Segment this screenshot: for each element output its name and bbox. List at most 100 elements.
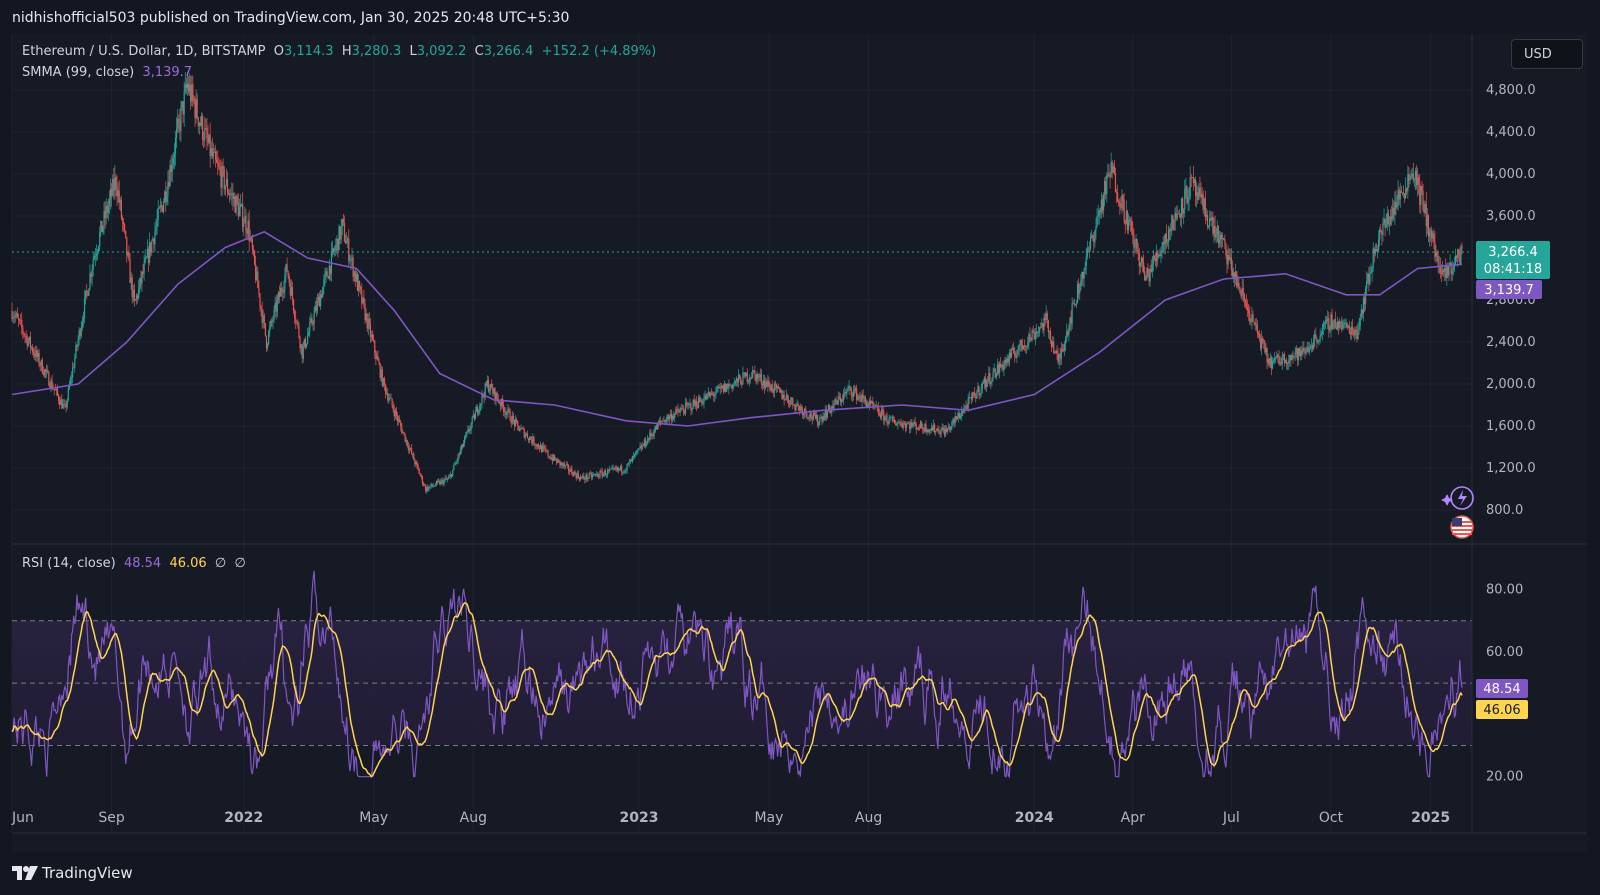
candle-body <box>535 445 537 447</box>
candle-body <box>1423 209 1425 213</box>
symbol-title: Ethereum / U.S. Dollar, 1D, BITSTAMP <box>22 44 266 59</box>
candle-body <box>179 120 181 132</box>
candle-body <box>560 462 562 466</box>
time-tick-label: 2022 <box>224 810 263 826</box>
candle-body <box>235 196 237 213</box>
candle-body <box>414 460 416 465</box>
candle-body <box>739 374 741 379</box>
candle-body <box>242 203 244 227</box>
candle-body <box>181 101 183 108</box>
candle-body <box>674 413 676 418</box>
candle-body <box>1407 174 1409 192</box>
footer-brand[interactable]: TradingView <box>12 864 133 882</box>
candle-body <box>1137 250 1139 253</box>
candle-body <box>1227 255 1229 265</box>
candle-body <box>1265 347 1267 353</box>
candle-body <box>221 165 223 188</box>
candle-body <box>1420 185 1422 206</box>
candle-body <box>949 426 951 431</box>
candle-body <box>300 344 302 348</box>
candle-body <box>101 221 103 233</box>
candle-body <box>99 232 101 247</box>
candle-body <box>1057 353 1059 363</box>
candle-body <box>158 207 160 209</box>
candle-body <box>1400 190 1402 193</box>
candle-body <box>826 411 829 418</box>
candle-body <box>266 343 269 349</box>
candle-body <box>180 107 182 132</box>
candle-body <box>117 190 119 197</box>
candle-body <box>198 122 200 127</box>
candle-body <box>1457 249 1459 258</box>
candle-body <box>50 380 52 388</box>
candle-body <box>72 367 74 378</box>
candle-body <box>456 460 458 462</box>
rsi-legend[interactable]: RSI (14, close) 48.54 46.06 ∅ ∅ <box>22 556 246 571</box>
candle-body <box>1017 350 1019 354</box>
us-flag-icon[interactable] <box>1450 515 1474 539</box>
candle-body <box>1030 338 1032 341</box>
candle-body <box>715 392 717 395</box>
candle-body <box>1141 257 1144 263</box>
candle-body <box>490 383 492 391</box>
candle-body <box>302 346 304 359</box>
candle-body <box>1144 271 1146 281</box>
candle-body <box>1251 314 1253 322</box>
candle-body <box>590 473 592 478</box>
candle-body <box>742 372 744 385</box>
candle-body <box>1124 220 1126 224</box>
candle-body <box>988 372 990 381</box>
candle-body <box>592 474 595 476</box>
candle-body <box>1296 348 1298 361</box>
candle-body <box>397 419 400 421</box>
candle-body <box>980 388 982 394</box>
candle-body <box>22 327 24 333</box>
ai-assistant-icon[interactable] <box>1441 486 1474 510</box>
candle-body <box>273 309 275 321</box>
candle-body <box>366 313 368 329</box>
candle-body <box>379 364 381 378</box>
rsi-badge-value: 48.54 <box>1483 682 1520 697</box>
candle-body <box>1401 192 1404 194</box>
currency-button[interactable]: USD <box>1511 39 1583 69</box>
candle-body <box>684 402 687 414</box>
candle-body <box>134 299 137 301</box>
candle-body <box>314 305 316 313</box>
candle-body <box>547 450 549 457</box>
candle-body <box>914 421 916 425</box>
candle-body <box>1195 179 1197 196</box>
candle-body <box>712 393 714 395</box>
smma-value: 3,139.7 <box>142 65 193 80</box>
candle-body <box>1363 297 1366 305</box>
candle-body <box>466 431 468 436</box>
candle-body <box>605 474 608 476</box>
candle-body <box>260 306 262 310</box>
candle-body <box>118 190 120 203</box>
candle-body <box>961 410 963 417</box>
candle-body <box>1166 242 1169 243</box>
candle-body <box>642 445 644 446</box>
candle-body <box>1106 175 1108 194</box>
candle-body <box>294 310 296 319</box>
candle-body <box>682 408 684 412</box>
candle-body <box>766 381 768 387</box>
candle-body <box>285 264 287 276</box>
candle-body <box>477 407 479 414</box>
candle-body <box>966 406 968 409</box>
last-price-badge: 3,266.4 08:41:18 <box>1476 241 1550 279</box>
candle-body <box>1059 354 1061 359</box>
candle-body <box>54 389 56 391</box>
candle-body <box>1357 329 1359 340</box>
candle-body <box>1135 239 1137 247</box>
smma-legend[interactable]: SMMA (99, close) 3,139.7 <box>22 65 192 80</box>
candle-body <box>869 400 871 406</box>
candle-body <box>98 246 100 251</box>
candle-body <box>1419 183 1421 206</box>
candle-body <box>1368 273 1370 285</box>
candle-body <box>286 264 288 272</box>
candle-body <box>1418 177 1420 184</box>
candle-body <box>168 181 170 187</box>
candle-body <box>770 384 772 391</box>
candle-body <box>253 250 256 265</box>
